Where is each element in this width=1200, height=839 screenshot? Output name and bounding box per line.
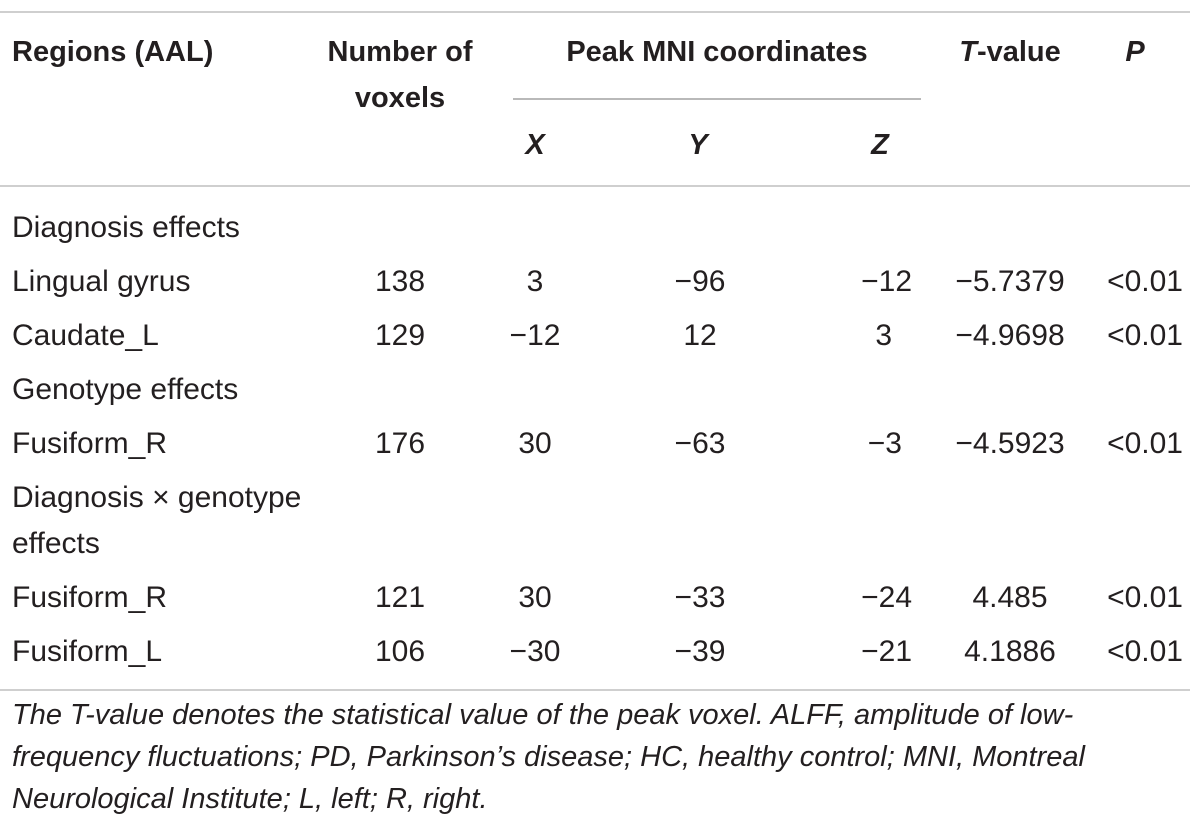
cell-z: −12 — [861, 265, 912, 298]
cell-y: −96 — [674, 265, 726, 298]
section-title: Diagnosis effects — [12, 211, 240, 244]
cell-x: 3 — [526, 265, 544, 298]
table-bottom-rule — [0, 689, 1190, 691]
header-y: Y — [688, 129, 708, 161]
header-regions: Regions (AAL) — [12, 36, 214, 68]
table-footnote: The T-value denotes the statistical valu… — [12, 699, 1085, 815]
cell-region: Fusiform_R — [12, 427, 168, 460]
cell-y: −33 — [674, 581, 726, 614]
cell-y: 12 — [683, 319, 717, 352]
cell-z: 3 — [875, 319, 892, 352]
cell-t-value: −5.7379 — [955, 265, 1065, 298]
header-z: Z — [871, 129, 889, 161]
header-mni-rule — [513, 98, 921, 100]
cell-voxels: 176 — [374, 427, 426, 460]
cell-t-value: −4.9698 — [955, 319, 1065, 352]
header-voxels-line1: Number of — [327, 36, 473, 68]
cell-region: Fusiform_R — [12, 581, 168, 614]
cell-region: Lingual gyrus — [12, 265, 191, 298]
header-x: X — [525, 129, 545, 161]
cell-x: 30 — [518, 581, 552, 614]
cell-region: Caudate_L — [12, 319, 159, 352]
cell-y: −63 — [674, 427, 726, 460]
cell-p: <0.01 — [1107, 319, 1183, 352]
cell-t-value: 4.485 — [972, 581, 1048, 614]
cell-p: <0.01 — [1107, 635, 1183, 668]
header-voxels-line2: voxels — [354, 82, 446, 114]
cell-voxels: 121 — [374, 581, 426, 614]
cell-x: −30 — [509, 635, 561, 668]
cell-x: 30 — [518, 427, 552, 460]
cell-voxels: 106 — [374, 635, 426, 668]
cell-voxels: 129 — [374, 319, 426, 352]
cell-t-value: −4.5923 — [955, 427, 1065, 460]
cell-z: −21 — [861, 635, 912, 668]
cell-z: −3 — [867, 427, 902, 460]
cell-x: −12 — [509, 319, 561, 352]
section-title-line1: Diagnosis × genotype — [12, 481, 302, 514]
table-top-rule — [0, 11, 1190, 13]
cell-region: Fusiform_L — [12, 635, 163, 668]
cell-voxels: 138 — [374, 265, 426, 298]
cell-p: <0.01 — [1107, 581, 1183, 614]
header-peak-mni: Peak MNI coordinates — [566, 36, 868, 68]
header-bottom-rule — [0, 185, 1190, 187]
cell-p: <0.01 — [1107, 265, 1183, 298]
section-title-line2: effects — [12, 527, 100, 560]
cell-z: −24 — [861, 581, 912, 614]
cell-p: <0.01 — [1107, 427, 1183, 460]
cell-t-value: 4.1886 — [964, 635, 1056, 668]
header-t-value: T-value — [959, 36, 1061, 68]
section-title: Genotype effects — [12, 373, 239, 406]
header-p: P — [1125, 36, 1145, 68]
cell-y: −39 — [674, 635, 726, 668]
